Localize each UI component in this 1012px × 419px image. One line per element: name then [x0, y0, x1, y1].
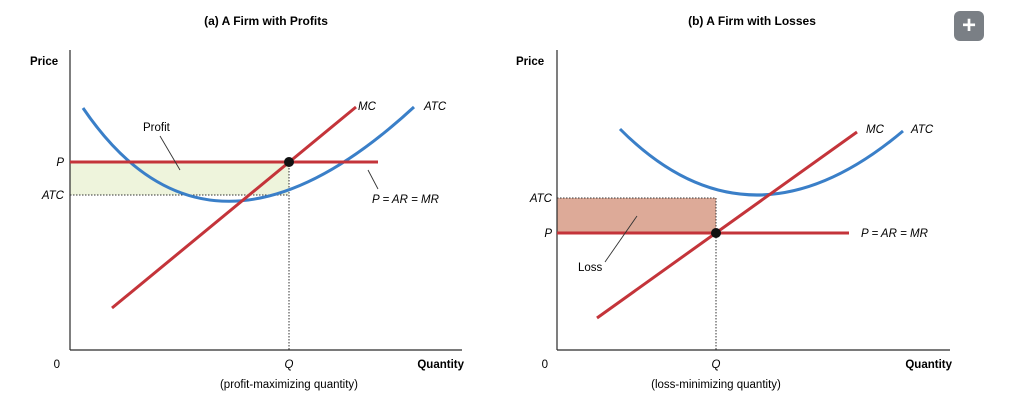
panel-b-title: (b) A Firm with Losses [688, 14, 816, 28]
panel-b: (b) A Firm with Losses Price Quantity 0 … [516, 14, 953, 391]
plus-icon: + [961, 12, 976, 39]
atc-curve [81, 105, 416, 203]
x-axis-label: Quantity [417, 359, 464, 371]
loss-area [557, 198, 716, 233]
mc-curve [596, 130, 858, 320]
panel-a-title: (a) A Firm with Profits [204, 14, 328, 28]
atc-tick-label: ATC [529, 193, 553, 205]
zoom-button[interactable]: + [954, 11, 984, 41]
panel-a: (a) A Firm with Profits Price Quantity 0… [30, 14, 465, 391]
loss-label: Loss [578, 262, 603, 274]
loss-leader-line [604, 215, 638, 263]
atc-tick-label: ATC [41, 190, 65, 202]
q-tick-label: Q [285, 359, 294, 371]
demand-leader-line [367, 169, 379, 190]
profit-area [70, 162, 289, 195]
atc-curve-label: ATC [423, 101, 447, 113]
x-axis-label: Quantity [905, 359, 952, 371]
equilibrium-point [284, 157, 294, 167]
mc-label: MC [358, 101, 377, 113]
atc-curve [618, 127, 904, 197]
y-axis-label: Price [516, 56, 544, 68]
price-tick-label: P [56, 157, 64, 169]
price-tick-label: P [544, 228, 552, 240]
q-tick-label: Q [712, 359, 721, 371]
profit-label: Profit [143, 122, 171, 134]
demand-label: P = AR = MR [861, 228, 928, 240]
atc-curve-label: ATC [910, 124, 934, 136]
equilibrium-point [711, 228, 721, 238]
origin-label: 0 [54, 359, 60, 371]
profit-leader-line [159, 135, 181, 171]
mc-curve [111, 105, 357, 310]
demand-label: P = AR = MR [372, 194, 439, 206]
q-caption: (loss-minimizing quantity) [651, 379, 781, 391]
mc-label: MC [866, 124, 885, 136]
y-axis-label: Price [30, 56, 58, 68]
q-caption: (profit-maximizing quantity) [220, 379, 358, 391]
origin-label: 0 [542, 359, 548, 371]
